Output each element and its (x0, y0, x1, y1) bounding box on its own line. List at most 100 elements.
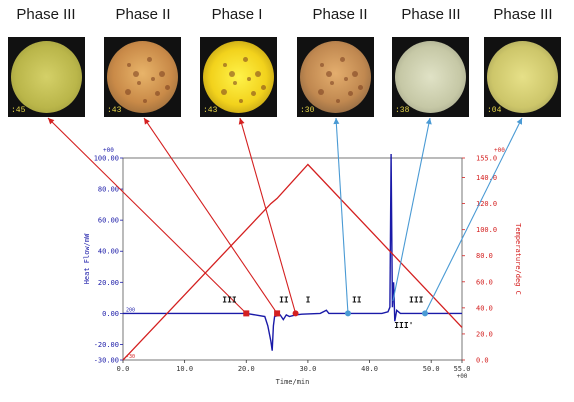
x-tick-label: 40.0 (361, 365, 378, 373)
phase-marker-dot (292, 310, 299, 317)
phase-marker-square (274, 310, 281, 317)
phase-title-5: Phase III (401, 6, 461, 23)
dish-spot (137, 81, 141, 85)
y-right-tick-label: 60.0 (476, 278, 493, 286)
dish-spot (127, 63, 131, 67)
phase-label: III (222, 295, 237, 304)
heat-flow-bottom-label: -30 (126, 354, 135, 360)
dish-spot (223, 63, 227, 67)
dish-spot (233, 81, 237, 85)
y-right-tick-label: 40.0 (476, 304, 493, 312)
y-right-tick-label: 80.0 (476, 252, 493, 260)
photo-code: :45 (11, 106, 26, 115)
phase-label: II (352, 295, 362, 304)
phase-label-iii-prime: III' (394, 321, 413, 330)
y-right-axis-title: Temperature/deg C (514, 223, 522, 295)
dish-spot (165, 85, 170, 90)
connector-line (424, 117, 523, 314)
connector-line (47, 117, 247, 314)
dish-spot (261, 85, 266, 90)
dish-spot (229, 71, 235, 77)
dish-spot (255, 71, 261, 77)
x-tick-label: 30.0 (299, 365, 316, 373)
petri-dish (395, 41, 466, 113)
dish-spot (143, 99, 147, 103)
petri-dish (300, 41, 371, 113)
dish-spot (151, 77, 155, 81)
x-tick-label: 20.0 (238, 365, 255, 373)
y-right-tick-label: 140.0 (476, 174, 497, 182)
y-right-tick-label: 155.0 (476, 155, 497, 163)
x-tick-label: 50.0 (423, 365, 440, 373)
dish-spot (318, 89, 324, 95)
y-left-tick-label: -20.00 (94, 341, 119, 349)
sample-photo-1: :45 (8, 37, 85, 117)
dish-spot (247, 77, 251, 81)
dish-spot (330, 81, 334, 85)
y-left-axis-title: Heat Flow/mW (83, 233, 91, 284)
phase-marker-dot (344, 310, 351, 317)
dish-spot (155, 91, 160, 96)
photo-code: :30 (300, 106, 315, 115)
dish-spot (352, 71, 358, 77)
dish-spot (147, 57, 152, 62)
y-left-unit-label: +00 (103, 147, 114, 154)
connector-arrowhead (516, 118, 523, 125)
photo-code: :04 (487, 106, 502, 115)
dish-spot (251, 91, 256, 96)
dish-spot (221, 89, 227, 95)
petri-dish (487, 41, 558, 113)
phase-label: I (306, 295, 311, 304)
y-right-tick-label: 0.0 (476, 357, 489, 365)
dish-spot (125, 89, 131, 95)
connector-arrowhead (48, 118, 55, 125)
connector-line (239, 117, 297, 314)
sample-photo-3: :43 (200, 37, 277, 117)
phase-label: II (279, 295, 289, 304)
sample-photo-2: :43 (104, 37, 181, 117)
phase-title-1: Phase III (16, 6, 76, 23)
connector-line (143, 117, 278, 314)
petri-dish (107, 41, 178, 113)
dish-spot (348, 91, 353, 96)
connector-arrowhead (425, 118, 432, 125)
temperature-line (122, 163, 463, 361)
y-left-tick-label: 80.00 (98, 186, 119, 194)
heat-flow-line (123, 153, 462, 351)
dish-spot (239, 99, 243, 103)
y-left-tick-label: -30.00 (94, 357, 119, 365)
y-right-unit-label: +00 (494, 147, 505, 154)
connector-arrowhead (333, 118, 340, 125)
phase-title-3: Phase I (211, 6, 263, 23)
y-left-tick-label: 0.00 (102, 310, 119, 318)
y-left-tick-label: 20.00 (98, 279, 119, 287)
phase-marker-square (243, 310, 250, 317)
x-tick-label: 55.0 (454, 365, 471, 373)
sample-photo-6: :04 (484, 37, 561, 117)
dish-spot (159, 71, 165, 77)
connector-arrowhead (238, 118, 245, 125)
x-unit-label: +00 (457, 373, 468, 380)
phase-title-2: Phase II (115, 6, 171, 23)
x-axis-title: Time/min (276, 378, 310, 386)
dish-spot (243, 57, 248, 62)
plot-frame (122, 157, 463, 361)
y-right-tick-label: 120.0 (476, 200, 497, 208)
x-tick-label: 10.0 (176, 365, 193, 373)
petri-dish (203, 41, 274, 113)
dish-spot (340, 57, 345, 62)
phase-marker-dot (422, 310, 429, 317)
connector-arrowhead (144, 118, 150, 125)
phase-label: III (409, 295, 424, 304)
dish-spot (344, 77, 348, 81)
y-left-tick-label: 100.00 (94, 155, 119, 163)
y-left-tick-label: 40.00 (98, 248, 119, 256)
dish-spot (133, 71, 139, 77)
phase-title-4: Phase II (312, 6, 368, 23)
photo-code: :38 (395, 106, 410, 115)
petri-dish (11, 41, 82, 113)
photo-code: :43 (107, 106, 122, 115)
photo-code: :43 (203, 106, 218, 115)
